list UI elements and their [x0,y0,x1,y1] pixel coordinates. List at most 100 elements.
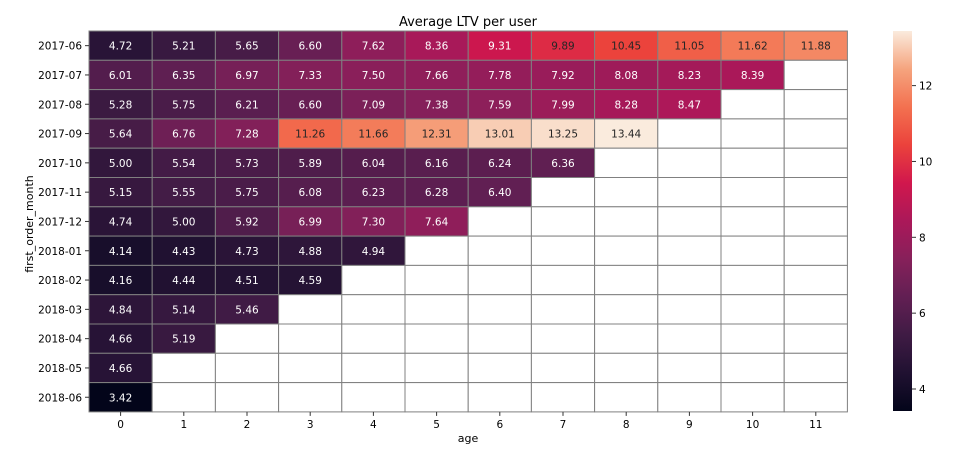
colorbar-tick-label: 10 [919,156,932,168]
cell-value-label: 7.33 [299,70,322,82]
heatmap-cell [214,294,280,325]
cell-value-label: 5.64 [109,129,133,141]
heatmap-cell-empty [467,382,532,413]
heatmap-cell-empty [783,206,848,237]
heatmap-cell-empty [657,147,722,178]
y-tick-label: 2017-11 [38,187,82,199]
x-tick-labels: 0 1 2 3 4 5 6 7 8 9 10 11 [117,411,822,431]
heatmap-cell [278,147,343,178]
heatmap-cell [151,264,216,296]
heatmap-cell [657,30,722,61]
x-tick-label: 9 [686,419,693,431]
heatmap-cell-empty [720,147,785,178]
cell-value-label: 5.75 [235,187,258,199]
heatmap-cell [720,59,785,91]
heatmap-cell-empty [657,294,722,325]
colorbar-gradient [893,31,912,411]
heatmap-cell [88,177,153,208]
heatmap-cell-empty [341,323,406,354]
heatmap-cell-empty [530,382,596,413]
heatmap-cell [657,59,722,91]
heatmap-cell-empty [720,323,785,354]
cell-value-label: 13.25 [548,129,578,141]
y-tick-label: 2017-12 [38,216,82,228]
x-tick-label: 3 [307,419,314,431]
x-tick-label: 11 [809,419,822,431]
cell-value-label: 6.99 [299,216,322,228]
heatmap-cell [214,235,280,266]
cell-value-label: 8.39 [741,70,764,82]
heatmap-cell-empty [404,294,469,325]
cell-value-label: 7.28 [235,129,258,141]
cell-value-label: 5.14 [172,304,196,316]
cell-value-label: 5.75 [172,99,195,111]
heatmap-cell [341,177,406,208]
cell-value-label: 6.23 [362,187,385,199]
heatmap-cell-empty [341,294,406,325]
cell-value-label: 11.62 [738,41,768,53]
heatmap-cell-empty [404,352,469,384]
cell-value-label: 8.23 [678,70,701,82]
cell-value-label: 11.26 [295,129,325,141]
cell-value-label: 7.99 [551,99,574,111]
cell-value-label: 5.15 [109,187,132,199]
cell-value-label: 7.92 [551,70,574,82]
cell-value-label: 4.74 [109,216,133,228]
cell-value-label: 6.40 [488,187,511,199]
cell-value-label: 7.09 [362,99,385,111]
heatmap-cell [214,177,280,208]
heatmap-cell-empty [530,177,596,208]
heatmap-cell-empty [783,235,848,266]
heatmap-cell-empty [720,352,785,384]
cell-value-label: 4.44 [172,275,196,287]
chart-title: Average LTV per user [399,15,538,30]
cell-value-label: 4.14 [109,246,133,258]
cell-value-label: 7.78 [488,70,511,82]
heatmap-cell [341,235,406,266]
heatmap-cell-empty [720,118,785,149]
heatmap-cell-empty [783,177,848,208]
y-tick-label: 2018-03 [38,304,82,316]
cell-value-label: 6.35 [172,70,195,82]
cell-value-label: 5.46 [235,304,259,316]
heatmap-cell-empty [467,294,532,325]
cell-value-label: 5.55 [172,187,195,199]
heatmap-cell-empty [657,382,722,413]
heatmap-cell [88,323,153,354]
cell-value-label: 5.00 [109,158,132,170]
heatmap-cell [151,30,216,61]
heatmap-cell-empty [278,382,343,413]
heatmap-cell-empty [783,89,848,120]
heatmap-cell-empty [594,382,659,413]
heatmap-cell-empty [404,382,469,413]
heatmap-cell-empty [214,323,280,354]
heatmap-cell [278,206,343,237]
cell-value-label: 6.28 [425,187,448,199]
cell-value-label: 4.72 [109,41,132,53]
cell-value-label: 4.59 [299,275,322,287]
heatmap-cell [278,264,343,296]
heatmap-cell-empty [530,264,596,296]
cell-value-label: 7.64 [425,216,449,228]
heatmap-cell [594,59,659,91]
heatmap-cell-empty [594,206,659,237]
heatmap-cell-empty [530,235,596,266]
heatmap-cell-empty [657,235,722,266]
heatmap-cell-empty [530,323,596,354]
colorbar: 4 6 8 10 12 [893,31,932,411]
y-tick-label: 2017-08 [38,99,82,111]
heatmap-cell-empty [783,147,848,178]
cell-value-label: 5.92 [235,216,258,228]
x-tick-label: 5 [433,419,440,431]
heatmap-cell [341,147,406,178]
cell-value-label: 6.24 [488,158,512,170]
heatmap-cell-empty [657,323,722,354]
cell-value-label: 4.51 [235,275,258,287]
heatmap-cell [88,235,153,266]
cell-value-label: 13.44 [611,129,641,141]
cell-value-label: 11.66 [358,129,388,141]
heatmap-cell-empty [594,147,659,178]
heatmap-cell [151,323,216,354]
cell-value-label: 13.01 [485,129,515,141]
